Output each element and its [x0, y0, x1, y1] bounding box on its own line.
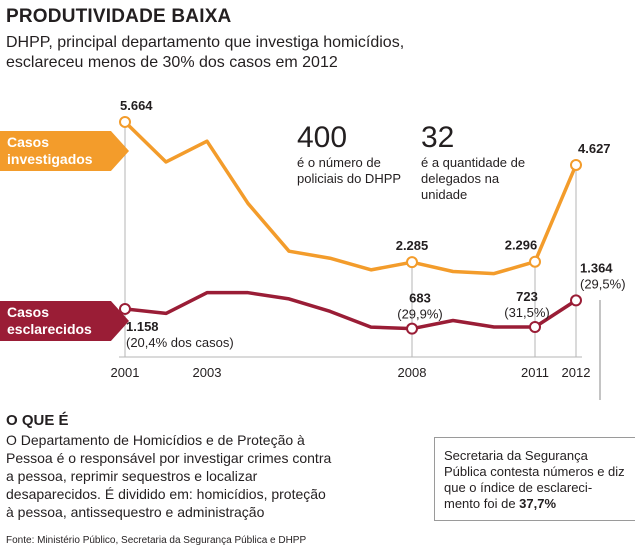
fact-policiais-text: é o número de policiais do DHPP — [297, 155, 402, 186]
x-tick-2011: 2011 — [521, 365, 549, 380]
data-label-0-2001: 5.664 — [120, 98, 153, 113]
x-tick-2012: 2012 — [562, 365, 591, 380]
point-0-2011 — [529, 255, 541, 268]
x-tick-2001: 2001 — [111, 365, 140, 380]
source-note: Fonte: Ministério Público, Secretaria da… — [6, 535, 307, 546]
point-1-2012 — [570, 294, 582, 307]
point-0-2012 — [570, 158, 582, 171]
note-value: 37,7% — [519, 496, 557, 511]
point-0-2001 — [119, 115, 131, 128]
data-sublabel-1-2011: (31,5%) — [504, 305, 550, 320]
data-sublabel-1-2008: (29,9%) — [397, 307, 443, 322]
what-is-title: O QUE É — [6, 412, 69, 429]
chart-subtitle: DHPP, principal departamento que investi… — [6, 34, 405, 71]
x-tick-labels: 2001 2003 2008 2011 2012 — [111, 365, 591, 380]
legend-casos-investigados: Casos investigados — [0, 131, 129, 171]
note-box: Secretaria da Segurança Pública contesta… — [434, 437, 635, 521]
chart-title: PRODUTIVIDADE BAIXA — [6, 6, 232, 27]
point-1-2001 — [119, 302, 131, 315]
fact-policiais-number: 400 — [297, 121, 348, 154]
data-sublabel-1-2001: (20,4% dos casos) — [126, 335, 234, 350]
point-0-2008 — [406, 256, 418, 269]
x-tick-2003: 2003 — [193, 365, 222, 380]
series-points — [119, 115, 582, 335]
line-chart: 5.664 2.285 2.296 4.627 1.158(20,4% dos caso… — [111, 98, 626, 400]
what-is-text: O Departamento de Homicídios e de Proteç… — [6, 432, 332, 520]
data-label-1-2012: 1.364 — [580, 260, 613, 275]
data-label-0-2008: 2.285 — [396, 238, 429, 253]
fact-delegados: 32 é a quantidade de delegados na unidad… — [421, 123, 533, 203]
x-tick-2008: 2008 — [398, 365, 427, 380]
fact-delegados-text: é a quantidade de delegados na unidade — [421, 155, 526, 202]
fact-delegados-number: 32 — [421, 121, 455, 154]
data-label-1-2008: 683 — [409, 291, 431, 306]
data-label-0-2012: 4.627 — [578, 141, 611, 156]
data-sublabel-1-2012: (29,5%) — [580, 276, 626, 291]
legend-casos-esclarecidos: Casos esclarecidos — [0, 301, 129, 341]
series-lines — [123, 120, 578, 331]
data-label-1-2001: 1.158 — [126, 319, 159, 334]
data-label-1-2011: 723 — [516, 289, 538, 304]
point-1-2008 — [406, 322, 418, 335]
data-label-0-2011: 2.296 — [505, 238, 538, 253]
series-line-0 — [123, 120, 578, 276]
series-line-1 — [123, 290, 578, 331]
note-text: Secretaria da Segurança Pública contesta… — [444, 448, 625, 511]
data-labels: 5.664 2.285 2.296 4.627 1.158(20,4% dos caso… — [120, 98, 626, 350]
fact-policiais: 400 é o número de policiais do DHPP — [297, 123, 407, 187]
point-1-2011 — [529, 320, 541, 333]
